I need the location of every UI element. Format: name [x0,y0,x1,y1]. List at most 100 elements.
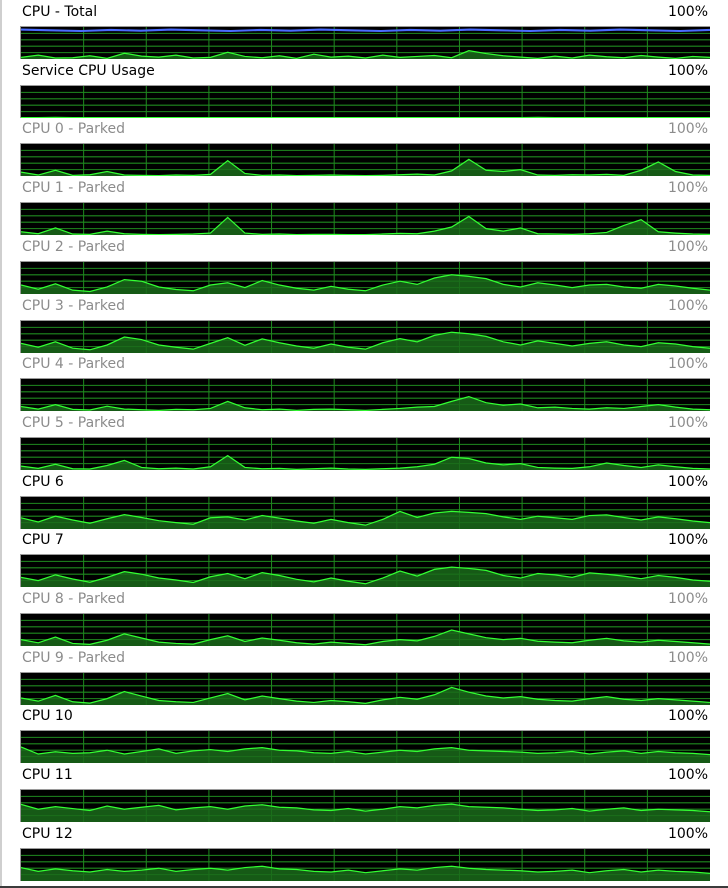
cpu-usage-line [21,566,710,585]
cpu-usage-line [21,686,710,705]
cpu-usage-svg [21,27,710,59]
cpu-usage-line [21,746,710,756]
cpu-usage-svg [21,86,710,118]
cpu-usage-area [21,216,710,235]
cpu-chart-block: CPU 10 100% [0,704,728,763]
cpu-chart-max-label: 100% [667,239,708,255]
cpu-usage-line [21,331,710,351]
cpu-usage-graph [20,85,710,118]
cpu-chart-max-label: 100% [667,298,708,314]
cpu-usage-area [21,630,710,646]
cpu-chart-block: CPU 1 - Parked 100% [0,176,728,235]
cpu-usage-line [21,803,710,813]
cpu-chart-title: CPU 9 - Parked [22,650,126,666]
cpu-usage-svg [21,203,710,235]
cpu-chart-block: CPU 8 - Parked 100% [0,587,728,646]
cpu-chart-title: CPU 10 [22,708,73,724]
cpu-usage-area [21,567,710,587]
cpu-chart-block: CPU 11 100% [0,763,728,822]
cpu-usage-line [21,510,710,526]
cpu-chart-title: CPU 2 - Parked [22,239,126,255]
cpu-chart-max-label: 100% [667,826,708,842]
cpu-usage-svg [21,614,710,646]
cpu-usage-line [21,454,710,470]
cpu-usage-line [21,274,710,293]
cpu-chart-block: CPU 7 100% [0,528,728,587]
cpu-usage-area [21,747,710,763]
cpu-chart-max-label: 100% [667,767,708,783]
cpu-chart-max-label: 100% [667,532,708,548]
cpu-chart-max-label: 100% [667,4,708,20]
cpu-usage-area [21,332,710,353]
cpu-chart-block: CPU 4 - Parked 100% [0,352,728,411]
cpu-chart-title: CPU 1 - Parked [22,180,126,196]
cpu-usage-graph [20,437,710,470]
cpu-chart-block: CPU 9 - Parked 100% [0,646,728,705]
cpu-usage-svg [21,849,710,881]
cpu-usage-svg [21,321,710,353]
cpu-usage-graph [20,320,710,353]
cpu-chart-title: CPU - Total [22,4,98,20]
cpu-usage-graph [20,202,710,235]
cpu-chart-max-label: 100% [667,356,708,372]
panel-left-border [0,0,2,888]
cpu-usage-svg [21,262,710,294]
cpu-chart-block: CPU 12 100% [0,822,728,881]
cpu-chart-title: CPU 7 [22,532,64,548]
cpu-chart-max-label: 100% [667,63,708,79]
cpu-chart-max-label: 100% [667,415,708,431]
cpu-usage-graph [20,613,710,646]
cpu-usage-area [21,274,710,294]
cpu-chart-block: CPU 5 - Parked 100% [0,411,728,470]
cpu-chart-block: CPU - Total 100% [0,0,728,59]
cpu-usage-area [21,455,710,470]
cpu-usage-area [21,396,710,411]
cpu-usage-line [21,629,710,646]
cpu-usage-graph [20,261,710,294]
cpu-usage-line [21,50,710,59]
cpu-frequency-line [21,28,710,33]
cpu-chart-block: CPU 6 100% [0,470,728,529]
panel-bottom-border [0,886,728,888]
cpu-usage-svg [21,790,710,822]
cpu-usage-line [21,865,710,874]
cpu-usage-area [21,50,710,59]
cpu-chart-title: Service CPU Usage [22,63,155,79]
cpu-chart-title: CPU 3 - Parked [22,298,126,314]
cpu-usage-line [21,158,710,176]
cpu-usage-graph [20,143,710,176]
cpu-chart-max-label: 100% [667,591,708,607]
cpu-chart-block: CPU 2 - Parked 100% [0,235,728,294]
cpu-usage-area [21,687,710,705]
cpu-chart-block: Service CPU Usage 100% [0,59,728,118]
cpu-chart-title: CPU 5 - Parked [22,415,126,431]
cpu-chart-max-label: 100% [667,474,708,490]
cpu-usage-graph [20,730,710,763]
cpu-usage-area [21,804,710,822]
cpu-chart-max-label: 100% [667,708,708,724]
cpu-usage-svg [21,673,710,705]
cpu-chart-max-label: 100% [667,650,708,666]
cpu-usage-graph [20,554,710,587]
cpu-usage-svg [21,144,710,176]
cpu-usage-graph [20,848,710,881]
cpu-chart-title: CPU 4 - Parked [22,356,126,372]
cpu-usage-graph [20,789,710,822]
cpu-chart-max-label: 100% [667,180,708,196]
cpu-usage-svg [21,497,710,529]
cpu-chart-block: CPU 0 - Parked 100% [0,117,728,176]
cpu-usage-line [21,215,710,235]
cpu-usage-graph [20,378,710,411]
cpu-usage-line [21,395,710,411]
cpu-usage-svg [21,379,710,411]
cpu-chart-title: CPU 0 - Parked [22,121,126,137]
cpu-chart-title: CPU 12 [22,826,73,842]
cpu-usage-svg [21,731,710,763]
cpu-chart-block: CPU 3 - Parked 100% [0,294,728,353]
cpu-chart-max-label: 100% [667,121,708,137]
cpu-usage-area [21,159,710,176]
cpu-usage-graph [20,672,710,705]
cpu-usage-svg [21,555,710,587]
cpu-chart-title: CPU 6 [22,474,64,490]
